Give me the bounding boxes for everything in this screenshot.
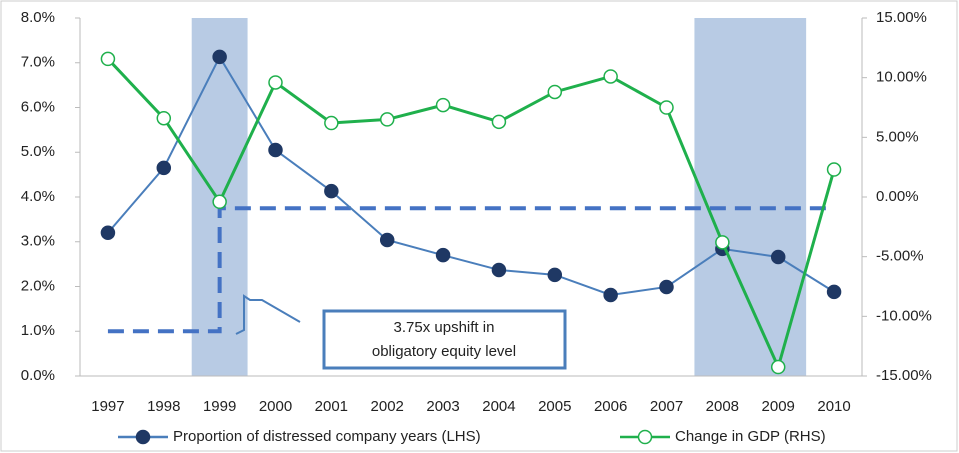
data-point xyxy=(212,49,227,65)
step-line xyxy=(107,206,835,334)
data-point xyxy=(826,284,842,300)
y-tick-label: 1.0% xyxy=(21,322,55,339)
legend-label: Change in GDP (RHS) xyxy=(675,428,826,445)
y-tick-label: 5.0% xyxy=(21,143,55,160)
y2-tick-label: 10.00% xyxy=(876,69,927,86)
data-point xyxy=(324,115,339,131)
data-point xyxy=(268,75,283,90)
y2-tick-label: -10.00% xyxy=(876,307,932,324)
data-point xyxy=(379,232,395,248)
series-line xyxy=(107,54,835,297)
y-tick-label: 3.0% xyxy=(21,233,55,250)
data-point xyxy=(212,194,227,210)
data-point xyxy=(268,142,283,158)
legend-item: Change in GDP (RHS) xyxy=(620,428,826,445)
data-point xyxy=(659,100,674,115)
y-tick-label: 4.0% xyxy=(21,188,55,205)
x-tick-label: 2007 xyxy=(650,398,683,415)
data-point xyxy=(100,51,116,67)
y-tick-label: 2.0% xyxy=(21,277,55,294)
annotation-box xyxy=(322,309,567,370)
x-tick-label: 2000 xyxy=(259,398,292,415)
x-tick-label: 1997 xyxy=(91,398,124,415)
y2-tick-label: 0.00% xyxy=(876,188,919,205)
legend-marker xyxy=(135,429,151,445)
data-point xyxy=(100,225,116,241)
shaded-period xyxy=(694,18,807,376)
data-point xyxy=(547,84,563,100)
foreground-layer: 0.0% 1.0% 2.0% 3.0% 4.0% 5.0% 6.0% 7.0% 8.0% -15.… xyxy=(21,9,932,445)
x-tick-label: 2001 xyxy=(315,398,348,415)
data-point xyxy=(826,162,842,177)
y2-tick-label: 15.00% xyxy=(876,9,927,26)
annotation-text: 3.75x upshift in xyxy=(394,319,495,336)
data-point xyxy=(715,235,730,250)
x-tick-label: 2005 xyxy=(538,398,571,415)
x-tick-label: 2006 xyxy=(594,398,627,415)
y-tick-label: 6.0% xyxy=(21,98,55,115)
data-point xyxy=(156,110,172,126)
data-point xyxy=(547,267,563,283)
x-tick-label: 2002 xyxy=(371,398,404,415)
annotation-text: obligatory equity level xyxy=(372,343,516,360)
data-point xyxy=(379,112,395,127)
data-point xyxy=(491,262,507,278)
data-point xyxy=(156,160,172,176)
legend-label: Proportion of distressed company years (… xyxy=(173,428,481,445)
x-tick-label: 2008 xyxy=(706,398,739,415)
data-point xyxy=(324,183,339,199)
x-tick-label: 2010 xyxy=(817,398,850,415)
data-point xyxy=(770,359,786,375)
y2-tick-label: -5.00% xyxy=(876,248,924,265)
data-point xyxy=(491,114,507,130)
x-tick-label: 1999 xyxy=(203,398,236,415)
data-point xyxy=(435,247,451,263)
data-point xyxy=(659,279,674,295)
y-tick-label: 8.0% xyxy=(21,9,55,26)
x-tick-label: 1998 xyxy=(147,398,180,415)
legend-marker xyxy=(637,429,653,445)
x-tick-label: 2004 xyxy=(482,398,515,415)
data-point xyxy=(435,97,451,113)
x-tick-label: 2003 xyxy=(426,398,459,415)
legend-item: Proportion of distressed company years (… xyxy=(118,428,481,445)
callout-bracket xyxy=(235,294,301,335)
y-tick-label: 0.0% xyxy=(21,367,55,384)
y2-tick-label: -15.00% xyxy=(876,367,932,384)
background-layer xyxy=(75,17,867,377)
series-line xyxy=(106,57,836,372)
data-point xyxy=(770,249,786,265)
data-point xyxy=(603,69,618,84)
y-tick-label: 7.0% xyxy=(21,54,55,71)
data-point xyxy=(603,287,618,303)
x-tick-label: 2009 xyxy=(762,398,795,415)
y2-tick-label: 5.00% xyxy=(876,128,919,145)
